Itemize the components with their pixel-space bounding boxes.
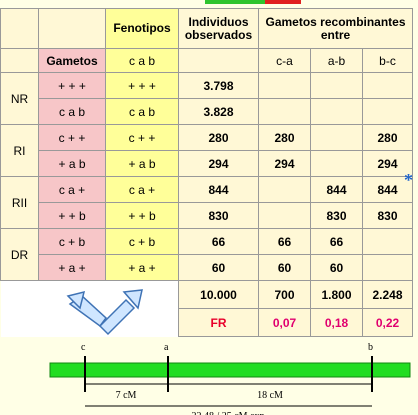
cell: 0,07 <box>258 308 311 337</box>
distance-ca: 7 cM <box>116 390 137 401</box>
cell: 0,18 <box>310 308 363 337</box>
marker-label: b <box>368 342 373 353</box>
cell <box>258 98 311 125</box>
cell: Gametos <box>38 48 106 73</box>
chromosome <box>49 362 411 378</box>
top-band-red <box>265 0 301 4</box>
cell <box>361 72 414 99</box>
cell: + + b <box>38 202 106 229</box>
cell <box>38 8 106 49</box>
row: Gametos c a b c-a a-b b-c <box>0 48 414 73</box>
row: RI c + + c + +280 280 280 <box>0 124 414 177</box>
cell: 830 <box>361 202 414 229</box>
cell: FR <box>178 308 259 337</box>
star: * <box>404 170 413 190</box>
cell: 10.000 <box>178 280 259 309</box>
cell: c + b <box>105 228 179 255</box>
distance-ab: 18 cM <box>257 390 283 401</box>
swap-arrows <box>66 289 143 336</box>
cell: RII <box>0 176 39 229</box>
cell: RI <box>0 124 39 177</box>
cell: b-c <box>361 48 414 73</box>
cell: 66 <box>310 228 363 255</box>
row: + a + + a +60 60 60 <box>1 254 414 281</box>
cell <box>258 72 311 99</box>
cell: c + b <box>38 228 106 255</box>
marker-label: c <box>81 342 86 353</box>
cell <box>361 98 414 125</box>
cell: + a + <box>105 254 179 281</box>
cell: 294 <box>361 150 414 177</box>
cell: Fenotipos <box>105 8 179 49</box>
cell: c a + <box>105 176 179 203</box>
cell: c a b <box>105 98 179 125</box>
marker-label: a <box>164 342 169 353</box>
cell <box>0 8 39 49</box>
cell: 2.248 <box>361 280 414 309</box>
cell <box>310 98 363 125</box>
cell: 844 <box>178 176 259 203</box>
cell: 830 <box>178 202 259 229</box>
cell: 280 <box>178 124 259 151</box>
cell: c-a <box>258 48 311 73</box>
cell: a-b <box>310 48 363 73</box>
row: RII c a + c a +844 844 844 <box>0 176 414 229</box>
cell <box>361 254 414 281</box>
distance-total: 22,48 / 25 cM exp <box>191 411 264 415</box>
cell: + + + <box>38 72 106 99</box>
cell: c + + <box>38 124 106 151</box>
cell: + + + <box>105 72 179 99</box>
cell: + a + <box>38 254 106 281</box>
cell: 280 <box>258 124 311 151</box>
cell: DR <box>0 228 39 281</box>
cell: NR <box>0 72 39 125</box>
top-band <box>205 0 265 4</box>
cell: c a b <box>105 48 179 73</box>
cross-table: Fenotipos Individuos observados Gametos re… <box>0 8 414 337</box>
cell: 294 <box>178 150 259 177</box>
cell: 700 <box>258 280 311 309</box>
row: NR + + + + + +3.798 <box>0 72 414 125</box>
row: + + b + + b 830 830 830 <box>1 202 414 229</box>
row: + a b + a b 294 294 294 <box>1 150 414 177</box>
cell: 844 <box>310 176 363 203</box>
cell: c a + <box>38 176 106 203</box>
cell: 1.800 <box>310 280 363 309</box>
cell: 0,22 <box>361 308 414 337</box>
row: 10.000 700 1.800 2.248 <box>0 280 414 337</box>
cell <box>361 228 414 255</box>
cell: + a b <box>105 150 179 177</box>
row: FR 0,07 0,18 0,22 <box>1 308 414 337</box>
cell: 3.798 <box>178 72 259 99</box>
cell: Individuos observados <box>178 8 259 49</box>
cell: c a b <box>38 98 106 125</box>
cell <box>258 202 311 229</box>
cell: 3.828 <box>178 98 259 125</box>
